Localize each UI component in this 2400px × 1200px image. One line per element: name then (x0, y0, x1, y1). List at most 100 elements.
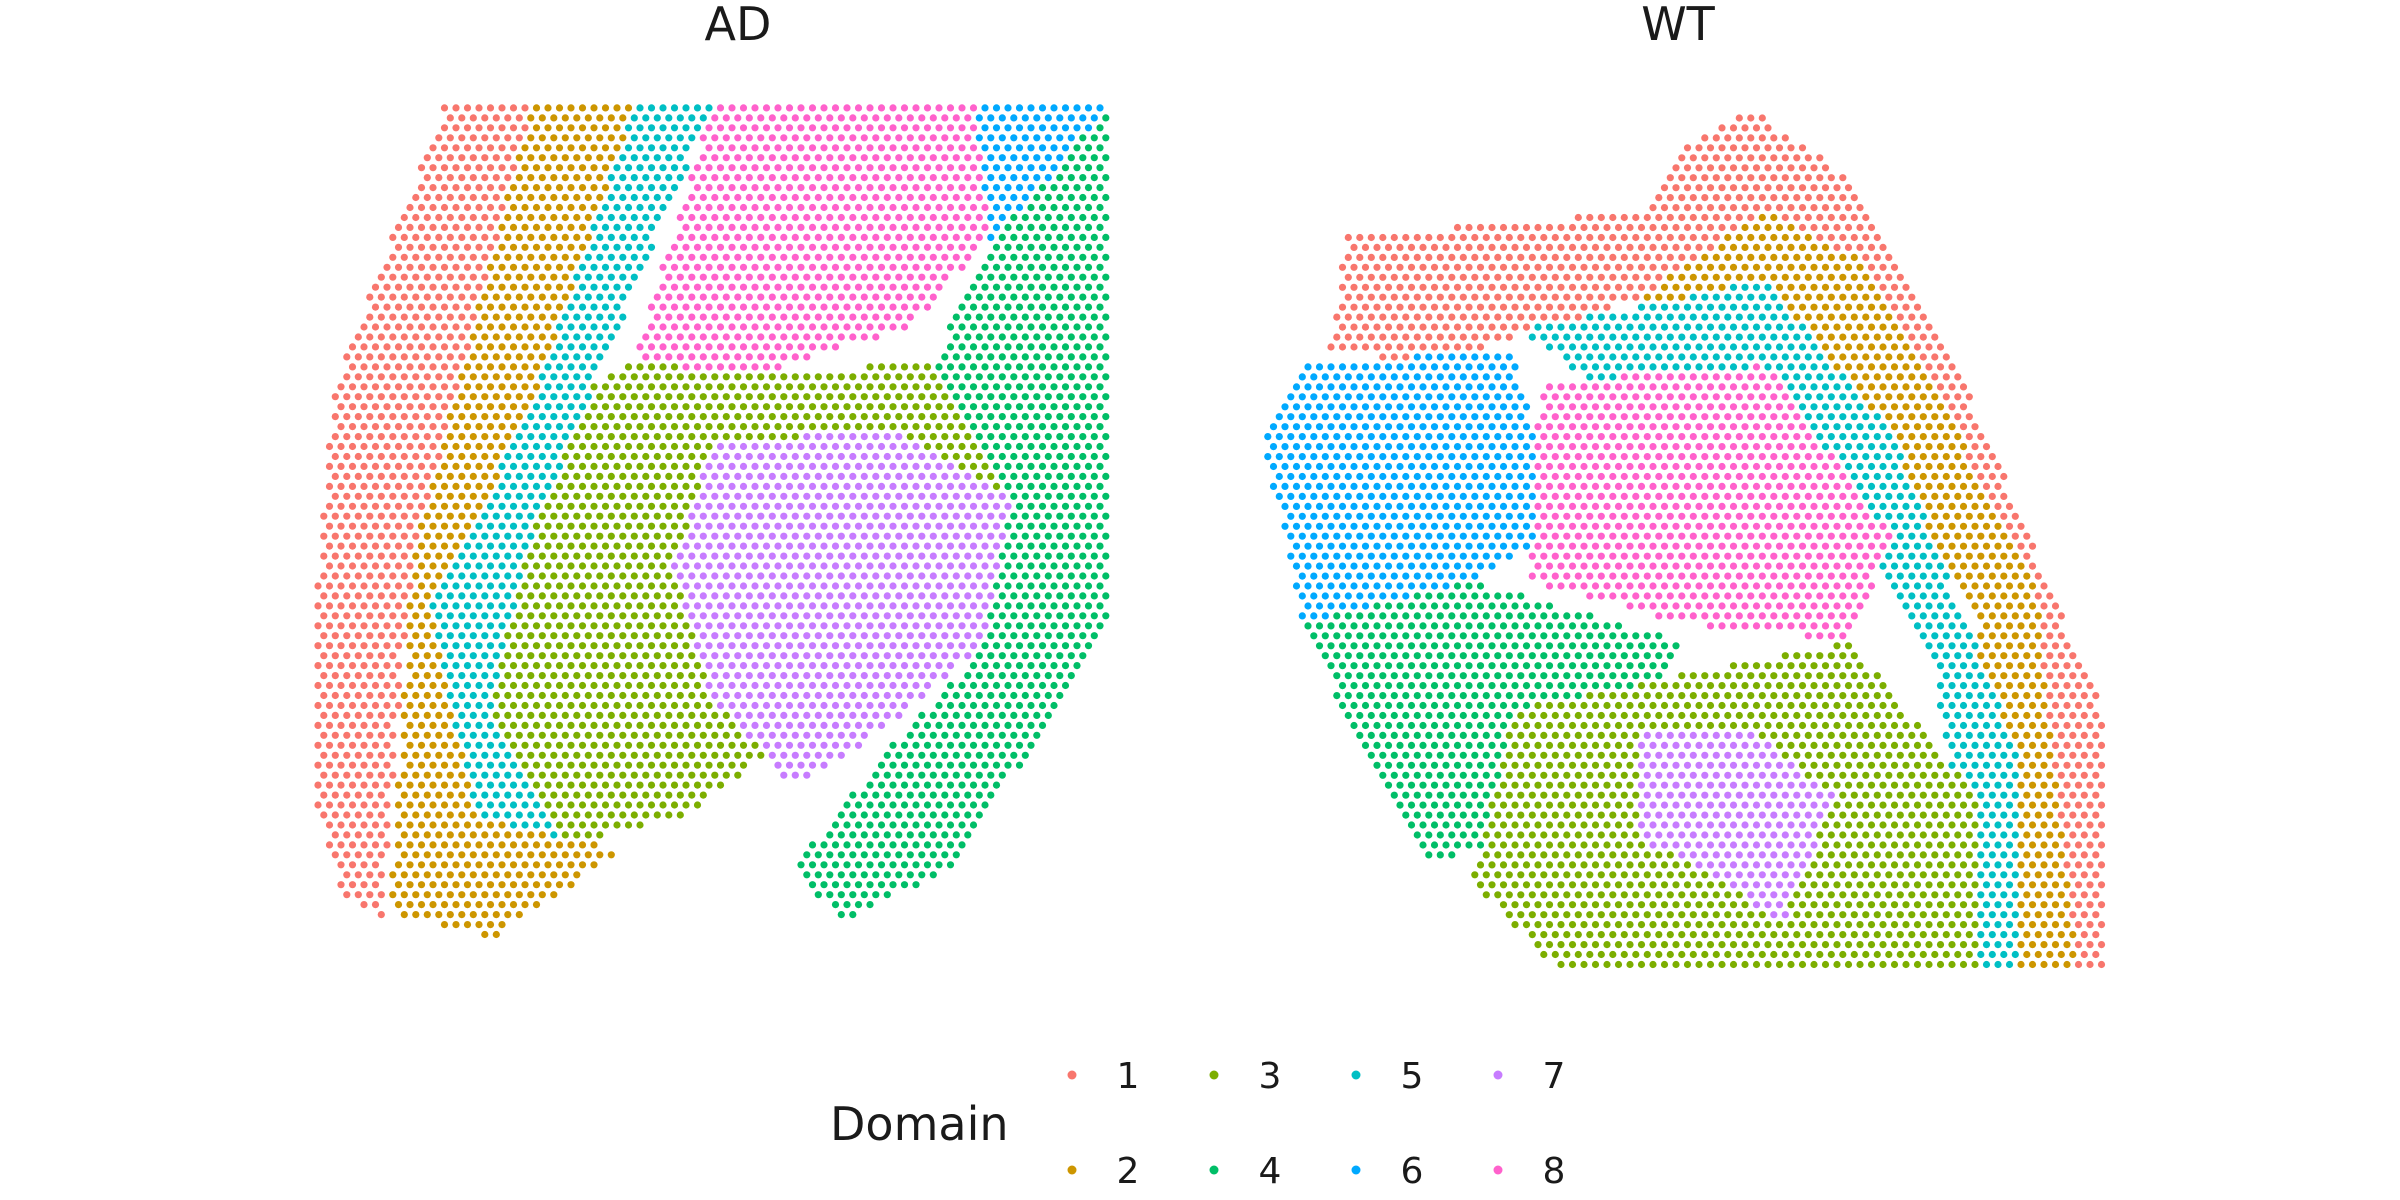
spot-domain-7 (716, 462, 725, 470)
spot-domain-5 (555, 403, 564, 411)
spot-domain-5 (463, 602, 472, 610)
spot-domain-8 (751, 363, 759, 371)
spot-domain-5 (653, 154, 661, 162)
spot-domain-8 (780, 233, 788, 241)
spot-domain-7 (860, 672, 868, 680)
spot-domain-1 (331, 711, 339, 720)
spot-domain-1 (429, 323, 437, 331)
spot-domain-8 (866, 323, 874, 331)
spot-domain-3 (624, 423, 633, 431)
spot-domain-4 (889, 841, 897, 849)
spot-domain-7 (803, 592, 811, 600)
spot-domain-8 (716, 263, 725, 271)
spot-domain-3 (682, 721, 690, 730)
spot-domain-8 (826, 233, 834, 241)
spot-domain-1 (1706, 223, 1715, 232)
spot-domain-5 (504, 811, 512, 819)
spot-domain-8 (843, 323, 851, 331)
spot-domain-7 (780, 472, 788, 480)
spot-domain-1 (394, 542, 403, 550)
spot-domain-3 (895, 413, 903, 421)
spot-domain-8 (774, 243, 782, 251)
spot-domain-2 (486, 283, 495, 291)
spot-domain-1 (400, 452, 408, 461)
spot-domain-8 (918, 253, 926, 261)
spot-domain-7 (780, 592, 788, 600)
spot-domain-4 (1050, 383, 1058, 391)
spot-domain-3 (693, 801, 702, 809)
spot-domain-1 (400, 552, 408, 560)
spot-domain-3 (659, 801, 667, 809)
spot-domain-8 (762, 323, 771, 331)
spot-domain-8 (849, 253, 857, 261)
spot-domain-8 (722, 154, 730, 162)
spot-domain-8 (791, 293, 799, 301)
spot-domain-4 (849, 811, 857, 819)
spot-domain-8 (734, 233, 742, 241)
spot-domain-3 (693, 721, 702, 730)
spot-domain-7 (906, 472, 914, 480)
spot-domain-7 (860, 731, 868, 739)
spot-domain-1 (389, 572, 397, 580)
spot-domain-3 (705, 741, 713, 749)
spot-domain-1 (1729, 124, 1738, 132)
spot-domain-4 (831, 861, 840, 869)
spot-domain-8 (791, 233, 799, 241)
spot-domain-8 (808, 203, 817, 212)
spot-domain-8 (762, 223, 771, 231)
spot-domain-7 (941, 472, 949, 480)
spot-domain-4 (975, 811, 983, 819)
spot-domain-8 (653, 293, 661, 301)
spot-domain-1 (343, 751, 351, 759)
spot-domain-5 (573, 273, 581, 281)
spot-domain-2 (544, 203, 552, 212)
spot-domain-4 (998, 393, 1006, 401)
spot-domain-3 (601, 642, 610, 650)
spot-domain-1 (452, 223, 460, 231)
spot-domain-1 (1839, 194, 1847, 202)
spot-domain-8 (780, 333, 788, 341)
spot-domain-4 (1044, 213, 1052, 222)
spot-domain-1 (1695, 204, 1703, 212)
spot-domain-5 (463, 662, 472, 670)
spot-domain-1 (348, 701, 357, 710)
spot-domain-3 (601, 423, 610, 431)
spot-domain-4 (1033, 413, 1041, 421)
spot-domain-1 (348, 662, 357, 670)
spot-domain-8 (860, 293, 868, 301)
spot-domain-7 (734, 512, 742, 520)
spot-domain-1 (1816, 174, 1824, 182)
spot-domain-7 (826, 632, 834, 640)
spot-domain-3 (624, 721, 633, 730)
spot-domain-4 (1004, 303, 1012, 311)
spot-domain-3 (739, 383, 748, 391)
spot-domain-4 (1096, 423, 1104, 431)
spot-domain-2 (446, 811, 454, 819)
spot-domain-1 (435, 413, 443, 421)
spot-domain-8 (849, 154, 857, 162)
spot-domain-1 (429, 423, 437, 431)
spot-domain-3 (659, 681, 667, 690)
spot-domain-1 (440, 184, 449, 192)
spot-domain-4 (1038, 642, 1047, 650)
spot-domain-7 (739, 562, 748, 570)
spot-domain-7 (739, 482, 748, 490)
spot-domain-7 (929, 492, 937, 500)
spot-domain-1 (1706, 164, 1715, 172)
spot-domain-7 (762, 582, 771, 590)
spot-domain-8 (975, 154, 983, 162)
spot-domain-4 (1004, 542, 1012, 550)
spot-domain-1 (383, 642, 391, 650)
spot-domain-7 (780, 652, 788, 660)
spot-domain-3 (578, 602, 587, 610)
spot-domain-3 (567, 622, 575, 630)
spot-domain-3 (837, 413, 845, 421)
spot-domain-4 (1027, 582, 1035, 590)
spot-domain-6 (992, 124, 1001, 132)
spot-domain-1 (452, 184, 460, 192)
spot-domain-7 (751, 562, 759, 570)
spot-domain-1 (1660, 204, 1669, 212)
spot-domain-8 (693, 283, 702, 291)
spot-domain-1 (469, 293, 477, 301)
spot-domain-2 (509, 223, 518, 231)
